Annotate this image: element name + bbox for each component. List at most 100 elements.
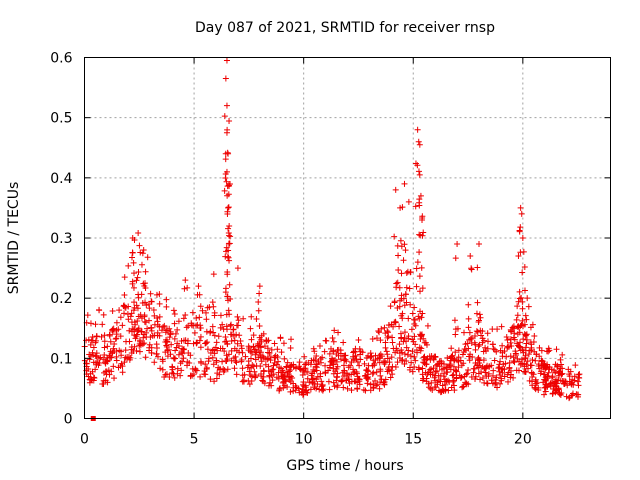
data-point <box>474 264 481 271</box>
data-point <box>548 366 555 373</box>
data-point <box>107 338 114 345</box>
x-tick-labels: 0 5 10 15 20 <box>80 432 532 448</box>
data-point <box>510 374 517 381</box>
data-point <box>377 337 384 344</box>
data-point <box>391 298 398 305</box>
data-point <box>311 384 318 391</box>
data-point <box>423 341 430 348</box>
data-point <box>164 353 171 360</box>
x-tick-label: 5 <box>190 432 199 448</box>
data-point <box>254 341 261 348</box>
data-point <box>223 102 230 109</box>
data-point <box>450 371 457 378</box>
data-point <box>576 374 583 381</box>
data-point <box>341 352 348 359</box>
data-point <box>473 328 480 335</box>
data-point <box>350 348 357 355</box>
data-point <box>521 263 528 270</box>
data-point <box>153 350 160 357</box>
data-point <box>313 361 320 368</box>
data-point <box>431 384 438 391</box>
data-point <box>86 351 93 358</box>
data-point <box>325 367 332 374</box>
data-point <box>330 348 337 355</box>
data-point <box>418 314 425 321</box>
data-point <box>564 382 571 389</box>
data-point <box>511 359 518 366</box>
data-point <box>400 257 407 264</box>
data-point <box>109 349 116 356</box>
data-point <box>392 319 399 326</box>
data-point <box>371 362 378 369</box>
data-point <box>334 373 341 380</box>
data-point <box>509 324 516 331</box>
data-point <box>447 355 454 362</box>
data-point <box>211 346 218 353</box>
data-point <box>100 311 107 318</box>
data-point <box>568 379 575 386</box>
data-point <box>196 337 203 344</box>
data-point <box>441 361 448 368</box>
data-point <box>516 295 523 302</box>
data-point <box>211 309 218 316</box>
data-point <box>411 333 418 340</box>
data-point <box>522 344 529 351</box>
data-point <box>490 345 497 352</box>
data-point <box>416 202 423 209</box>
data-point <box>287 388 294 395</box>
data-point <box>411 304 418 311</box>
data-point <box>239 378 246 385</box>
data-point <box>106 354 113 361</box>
data-point <box>133 347 140 354</box>
data-point <box>484 330 491 337</box>
data-point <box>101 338 108 345</box>
data-point <box>203 328 210 335</box>
data-point <box>84 312 91 319</box>
data-point <box>226 281 233 288</box>
data-point <box>309 370 316 377</box>
data-point <box>380 359 387 366</box>
data-point <box>453 374 460 381</box>
data-point <box>280 384 287 391</box>
data-point <box>223 168 230 175</box>
data-point <box>522 369 529 376</box>
data-point <box>174 340 181 347</box>
data-point <box>406 285 413 292</box>
data-point <box>307 386 314 393</box>
data-point <box>401 361 408 368</box>
data-point <box>184 284 191 291</box>
data-point <box>153 344 160 351</box>
data-point <box>560 378 567 385</box>
data-point <box>163 303 170 310</box>
data-point <box>196 314 203 321</box>
data-point <box>197 333 204 340</box>
data-point <box>514 323 521 330</box>
data-point <box>290 361 297 368</box>
data-point <box>223 244 230 251</box>
data-point <box>520 248 527 255</box>
data-point <box>407 353 414 360</box>
data-point <box>381 324 388 331</box>
data-point <box>197 358 204 365</box>
data-point <box>515 253 522 260</box>
data-point <box>465 366 472 373</box>
data-point <box>322 337 329 344</box>
data-point <box>209 299 216 306</box>
data-point <box>174 365 181 372</box>
data-point <box>515 323 522 330</box>
data-point <box>382 344 389 351</box>
data-point <box>256 352 263 359</box>
data-point <box>337 347 344 354</box>
data-point <box>477 314 484 321</box>
data-point <box>228 321 235 328</box>
data-point <box>522 352 529 359</box>
data-point <box>140 280 147 287</box>
data-point <box>165 346 172 353</box>
data-point <box>96 307 103 314</box>
data-point <box>524 358 531 365</box>
data-point <box>390 323 397 330</box>
data-point <box>101 332 108 339</box>
data-point <box>226 311 233 318</box>
data-point <box>202 309 209 316</box>
data-point <box>259 377 266 384</box>
